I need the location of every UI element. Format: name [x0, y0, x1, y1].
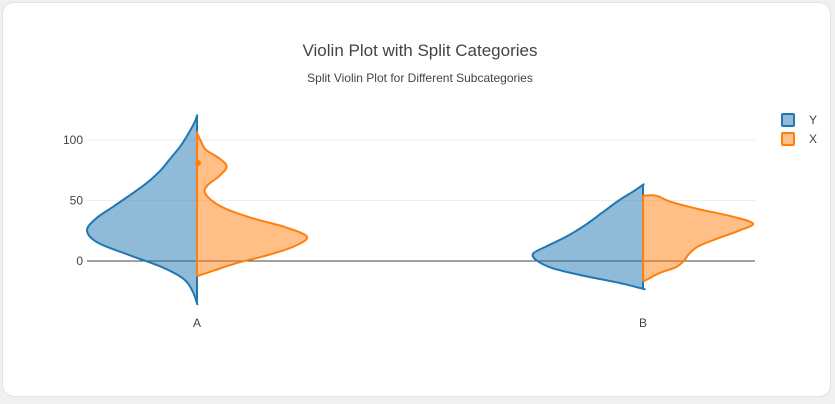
chart-title: Violin Plot with Split Categories — [303, 41, 538, 60]
violin-chart: Violin Plot with Split Categories Split … — [63, 41, 817, 330]
violin-X-B — [642, 194, 755, 282]
violin-layer — [86, 114, 755, 306]
legend-swatch — [781, 132, 795, 146]
y-tick-label: 50 — [70, 194, 84, 208]
y-tick-label: 0 — [76, 254, 83, 268]
y-tick-label: 100 — [63, 133, 83, 147]
outlier-point — [195, 159, 201, 166]
violin-X-A — [195, 131, 309, 277]
violin-Y-A — [86, 114, 199, 306]
x-tick-label: B — [639, 316, 647, 330]
legend-label: Y — [809, 113, 817, 127]
violin-Y-B — [531, 183, 646, 291]
legend-label: X — [809, 132, 817, 146]
chart-card: Violin Plot with Split Categories Split … — [2, 2, 831, 397]
legend-item-Y[interactable]: Y — [781, 113, 817, 127]
legend[interactable]: YX — [781, 113, 817, 146]
legend-item-X[interactable]: X — [781, 132, 817, 146]
chart-subtitle: Split Violin Plot for Different Subcateg… — [307, 71, 533, 85]
axis-layer: 0 50 100 A B — [63, 133, 647, 330]
x-tick-label: A — [193, 316, 201, 330]
legend-swatch — [781, 113, 795, 127]
